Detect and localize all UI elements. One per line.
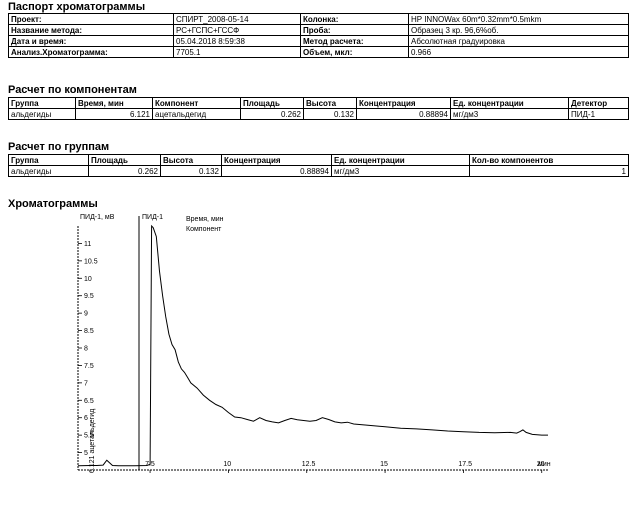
table-header-cell: Высота (303, 97, 357, 109)
table-cell: мг/дм3 (331, 165, 470, 177)
table-cell: альдегиды (8, 165, 89, 177)
table-cell: 1 (469, 165, 629, 177)
table-header-cell: Детектор (568, 97, 629, 109)
legend-component: Компонент (186, 226, 222, 233)
passport-title: Паспорт хроматограммы (8, 1, 146, 13)
table-cell: 0.132 (160, 165, 222, 177)
table-header-cell: Группа (8, 154, 89, 166)
table-cell: ПИД-1 (568, 108, 629, 120)
table-cell: Анализ.Хроматограмма: (8, 46, 174, 58)
components-header-row: Группа Время, мин Компонент Площадь Высота Ко… (8, 97, 629, 109)
x-tick-label: 17.5 (458, 461, 472, 468)
y-tick-label: 6.5 (84, 398, 94, 405)
chromatogram-trace (77, 224, 548, 467)
table-cell: мг/дм3 (450, 108, 569, 120)
table-cell: 0.966 (408, 46, 629, 58)
table-cell: 7705.1 (173, 46, 301, 58)
passport-table: Проект: СПИРТ_2008-05-14 Колонка: HP INNOWa… (8, 13, 629, 58)
table-cell: Абсолютная градуировка (408, 35, 629, 47)
table-header-cell: Время, мин (75, 97, 153, 109)
table-row: альдегиды 0.262 0.132 0.88894 мг/дм3 1 (8, 165, 629, 177)
groups-header-row: Группа Площадь Высота Концентрация Ед. конце… (8, 154, 629, 166)
table-cell: 0.262 (240, 108, 304, 120)
table-cell: 0.132 (303, 108, 357, 120)
table-cell: Объем, мкл: (300, 46, 409, 58)
x-tick-label: 20 (537, 461, 545, 468)
table-cell: Метод расчета: (300, 35, 409, 47)
table-header-cell: Компонент (152, 97, 241, 109)
x-tick-label: 10 (223, 461, 231, 468)
y-tick-label: 10 (84, 276, 92, 283)
peak-label: 6.121 ацетальдегид (89, 409, 96, 473)
table-cell: 0.262 (88, 165, 161, 177)
table-cell: 05.04.2018 8:59:38 (173, 35, 301, 47)
y-axis-label: ПИД-1, мВ (80, 214, 115, 221)
y-tick-label: 8.5 (84, 328, 94, 335)
table-row: альдегиды 6.121 ацетальдегид 0.262 0.132 0.88… (8, 108, 629, 120)
components-title: Расчет по компонентам (8, 84, 137, 96)
y-tick-label: 11 (84, 241, 91, 248)
table-cell: Колонка: (300, 13, 409, 25)
passport-row: Название метода: РС+ГСПС+ГССФ Проба: Образе… (8, 24, 629, 36)
table-header-cell: Ед. концентрации (450, 97, 569, 109)
y-tick-label: 9 (84, 311, 88, 318)
detector-label: ПИД-1 (142, 214, 163, 221)
table-header-cell: Кол-во компонентов (469, 154, 629, 166)
y-tick-label: 10.5 (84, 258, 98, 265)
y-tick-label: 5.5 (84, 433, 94, 440)
table-cell: ацетальдегид (152, 108, 241, 120)
table-header-cell: Концентрация (356, 97, 451, 109)
table-cell: 6.121 (75, 108, 153, 120)
table-cell: альдегиды (8, 108, 76, 120)
x-tick-label: 15 (380, 461, 388, 468)
y-tick-label: 7 (84, 380, 88, 387)
table-cell: СПИРТ_2008-05-14 (173, 13, 301, 25)
table-cell: РС+ГСПС+ГССФ (173, 24, 301, 36)
passport-row: Дата и время: 05.04.2018 8:59:38 Метод рас… (8, 35, 629, 47)
groups-table: Группа Площадь Высота Концентрация Ед. конце… (8, 154, 629, 177)
table-cell: 0.88894 (356, 108, 451, 120)
table-header-cell: Площадь (88, 154, 161, 166)
table-cell: Проект: (8, 13, 174, 25)
table-cell: Дата и время: (8, 35, 174, 47)
table-header-cell: Высота (160, 154, 222, 166)
table-header-cell: Концентрация (221, 154, 332, 166)
table-header-cell: Группа (8, 97, 76, 109)
passport-row: Проект: СПИРТ_2008-05-14 Колонка: HP INNOWa… (8, 13, 629, 25)
table-cell: 0.88894 (221, 165, 332, 177)
passport-row: Анализ.Хроматограмма: 7705.1 Объем, мкл: 0.… (8, 46, 629, 58)
chromatograms-title: Хроматограммы (8, 198, 98, 210)
groups-title: Расчет по группам (8, 141, 110, 153)
components-table: Группа Время, мин Компонент Площадь Высота Ко… (8, 97, 629, 120)
table-cell: Образец 3 кр. 96,6%об. (408, 24, 629, 36)
x-tick-label: 12.5 (302, 461, 316, 468)
table-cell: Проба: (300, 24, 409, 36)
table-header-cell: Площадь (240, 97, 304, 109)
y-tick-label: 7.5 (84, 363, 94, 370)
legend-time: Время, мин (186, 216, 224, 223)
x-axis-unit: мин (538, 461, 551, 468)
y-tick-label: 8 (84, 346, 88, 353)
y-tick-label: 5 (84, 450, 88, 457)
table-header-cell: Ед. концентрации (331, 154, 470, 166)
table-cell: HP INNOWax 60m*0.32mm*0.5mkm (408, 13, 629, 25)
y-tick-label: 6 (84, 415, 88, 422)
y-tick-label: 9.5 (84, 293, 94, 300)
table-cell: Название метода: (8, 24, 174, 36)
